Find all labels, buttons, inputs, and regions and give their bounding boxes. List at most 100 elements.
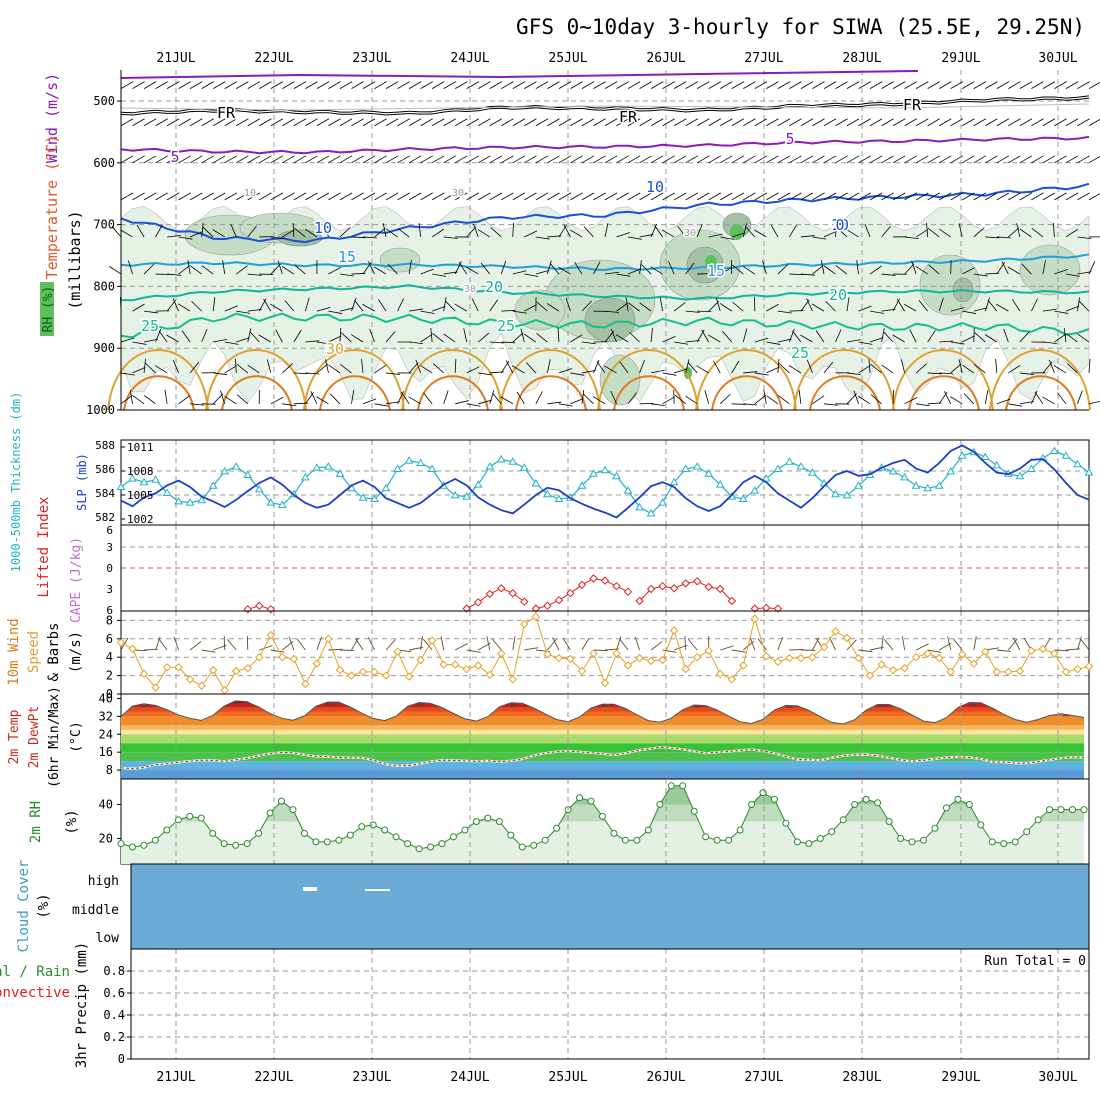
- wind-barb: [420, 81, 433, 89]
- wind-barb: [962, 118, 975, 127]
- wind-barb: [222, 260, 226, 275]
- rh-point: [472, 818, 480, 825]
- wind-barb: [1042, 192, 1056, 201]
- wind-barb: [220, 390, 226, 404]
- wind-barb: [351, 297, 357, 312]
- thickness-point: [128, 474, 137, 482]
- wind-barb: [132, 367, 146, 374]
- thickness-point: [1050, 446, 1059, 454]
- wind-barb: [282, 155, 295, 164]
- wind-barb: [1008, 192, 1021, 201]
- wind-barb: [659, 297, 664, 312]
- temp-band: [121, 716, 1084, 726]
- thickness-point: [404, 456, 414, 464]
- wind-barb: [962, 364, 974, 374]
- wind-barb: [1019, 192, 1033, 201]
- wind-barb: [1042, 308, 1057, 312]
- wind-barb: [401, 391, 410, 405]
- ylabel-speed: Speed: [26, 631, 42, 673]
- wind-barb: [883, 638, 894, 651]
- wind-speed-point: [577, 666, 587, 676]
- rh-point: [1080, 806, 1088, 814]
- wind-barb: [293, 155, 307, 164]
- wind-barb: [423, 392, 433, 405]
- precip-legend-total: Total / Rain: [0, 964, 70, 980]
- wind-barb: [708, 301, 719, 312]
- wind-barb: [754, 155, 768, 164]
- wind-speed-point: [715, 669, 725, 679]
- wind-barb: [619, 638, 629, 651]
- wind-barb: [742, 328, 748, 343]
- thickness-point: [808, 468, 817, 476]
- wind-barb: [639, 234, 654, 238]
- contour-label: 25: [791, 344, 809, 362]
- wind-barb: [187, 260, 191, 275]
- wind-barb: [120, 337, 135, 343]
- wind-barb: [835, 222, 838, 237]
- wind-barb: [962, 81, 975, 89]
- wind-barb: [339, 649, 354, 651]
- wind-barb: [201, 81, 214, 89]
- thickness-point: [324, 462, 333, 470]
- wind-barb: [471, 298, 479, 312]
- wind-barb: [684, 635, 687, 651]
- contour-label: 30: [326, 340, 344, 358]
- wind-barb: [864, 223, 871, 238]
- rh-point: [151, 836, 159, 844]
- wind-speed-point: [692, 652, 702, 662]
- wind-barb: [259, 155, 272, 164]
- contour-label: 25: [497, 317, 515, 335]
- wind-barb: [708, 273, 723, 277]
- wind-barb: [673, 81, 687, 89]
- lifted-index-point: [704, 582, 713, 592]
- wind-barb: [1088, 358, 1091, 373]
- wind-barb: [800, 334, 813, 343]
- wind-barb: [766, 366, 780, 374]
- thickness-point: [485, 462, 495, 470]
- wind-barb: [213, 339, 228, 343]
- wind-barb: [634, 636, 640, 651]
- wind-barb: [1042, 155, 1056, 164]
- lifted-index-point: [566, 588, 575, 598]
- wind-speed-point: [243, 663, 253, 673]
- wind-barb: [593, 649, 608, 652]
- wind-barb: [305, 192, 318, 201]
- wind-barb: [296, 638, 306, 651]
- lifted-index-point: [658, 581, 667, 591]
- wind-barb: [362, 236, 377, 239]
- wind-barb: [143, 155, 157, 164]
- temp-line: [120, 700, 1085, 725]
- wind-barb: [743, 81, 756, 89]
- wind-barb: [1063, 328, 1067, 343]
- wind-barb: [731, 649, 746, 653]
- wind-speed-point: [808, 652, 817, 662]
- wind-barb: [766, 341, 781, 345]
- wind-barb: [236, 310, 251, 314]
- rh-point: [243, 840, 251, 848]
- wind-barb: [547, 638, 557, 651]
- rh-point: [897, 835, 905, 842]
- isotherm-30-arc: [695, 349, 797, 411]
- wind-barb: [731, 360, 740, 374]
- wind-barb: [212, 81, 226, 89]
- wind-speed-point: [381, 671, 391, 680]
- rh-point: [931, 824, 939, 832]
- rh-point: [220, 840, 228, 848]
- wind-barb: [385, 118, 399, 127]
- wind-barb: [477, 229, 490, 238]
- wind-barb: [454, 118, 468, 127]
- wind-barb: [202, 226, 214, 238]
- ylabel-slp: SLP (mb): [75, 453, 89, 511]
- wind-barb: [1066, 333, 1078, 343]
- wind-speed-point: [1050, 649, 1059, 658]
- wind-barb: [581, 370, 596, 374]
- wind-barb: [443, 333, 456, 343]
- day-label-top: 28JUL: [842, 51, 881, 66]
- wind-barb: [562, 637, 571, 651]
- wind-barb: [789, 155, 802, 164]
- wind-barb: [903, 303, 917, 312]
- wind-barb: [340, 364, 352, 374]
- wind-speed-point: [162, 663, 172, 672]
- cloud-field: [130, 863, 1090, 950]
- wind-barb: [731, 232, 746, 238]
